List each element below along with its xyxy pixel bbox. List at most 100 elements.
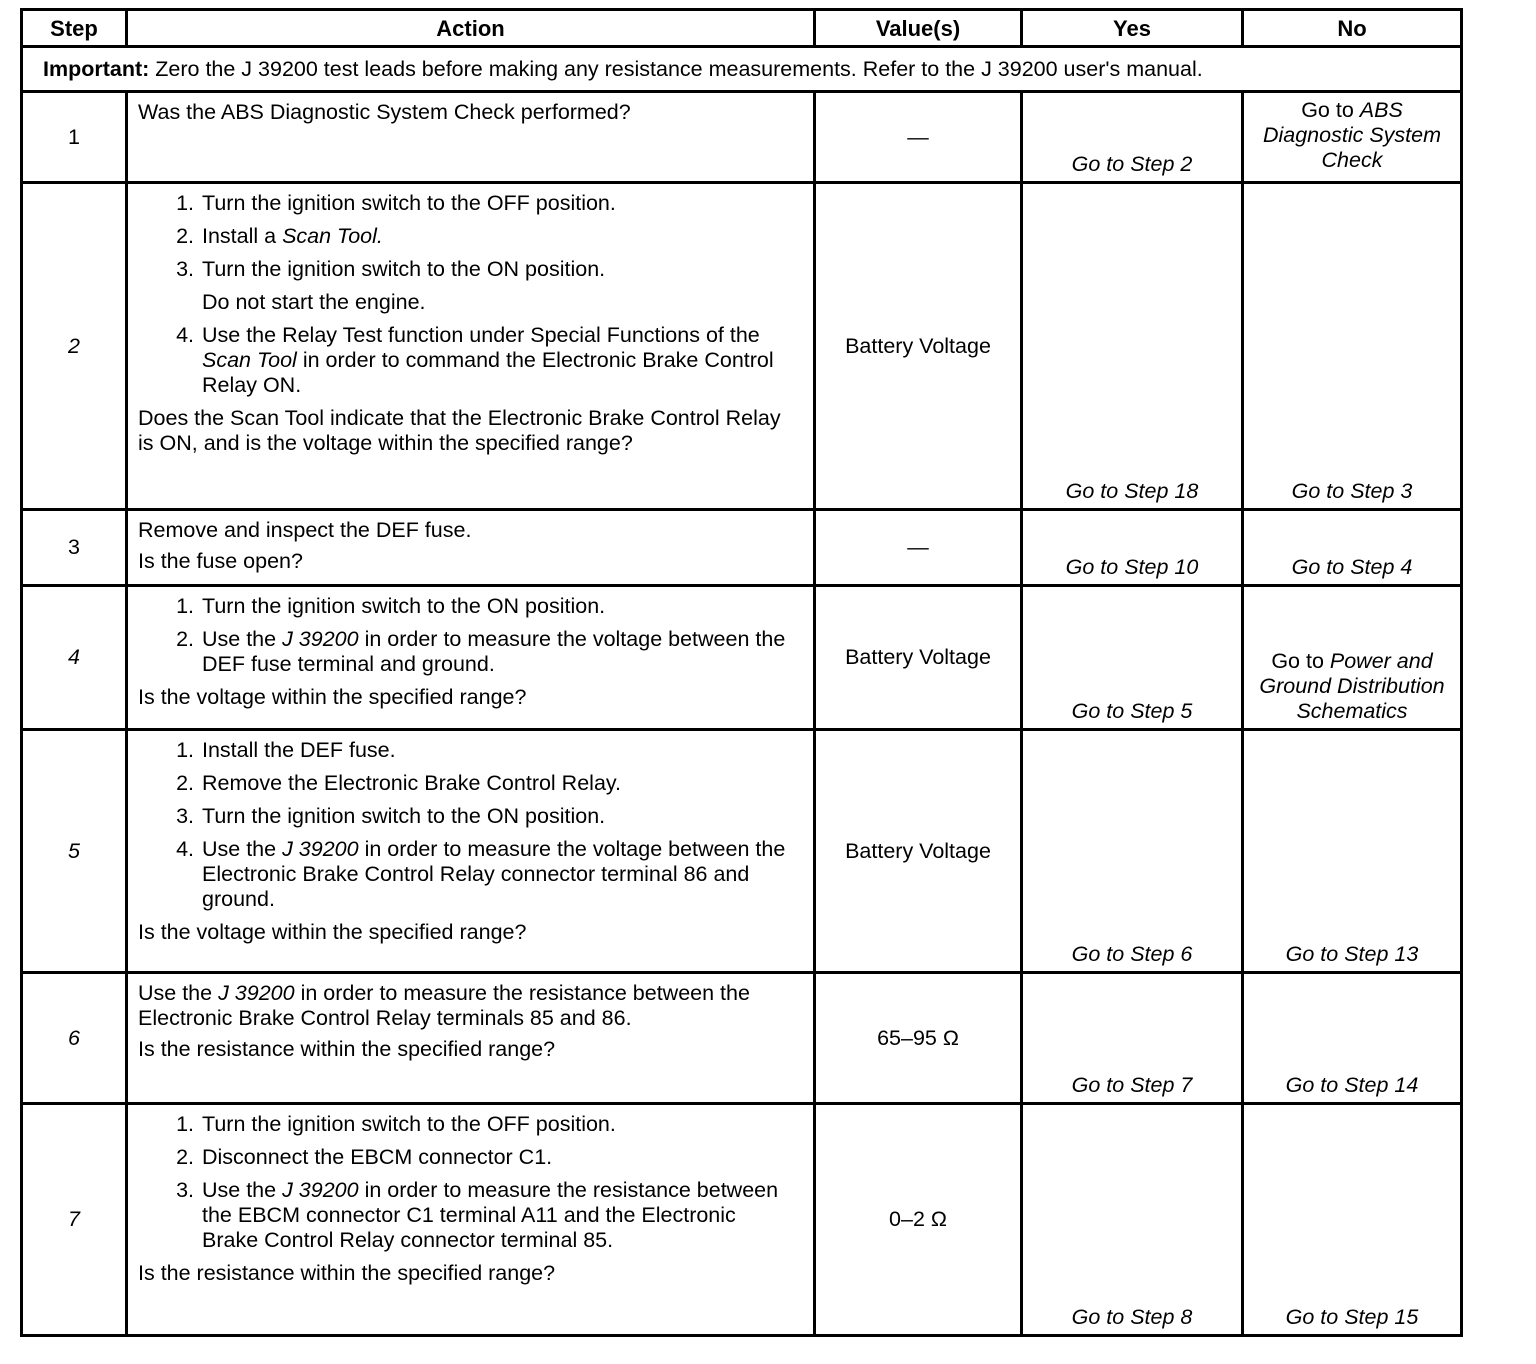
text-segment: in order to measure the voltage between … <box>202 627 786 676</box>
text-segment: Turn the ignition switch to the OFF posi… <box>202 191 616 215</box>
action-cell: 1. Install the DEF fuse. 2. Remove the Elec… <box>125 728 816 974</box>
step-number: 3. <box>176 1178 194 1202</box>
action-step: 1. Install the DEF fuse. <box>138 738 791 763</box>
action-question: Is the resistance within the specified r… <box>138 1037 791 1062</box>
action-step: 2. Disconnect the EBCM connector C1. <box>138 1145 791 1170</box>
action-cell: Use the J 39200 in order to measure the … <box>125 971 816 1105</box>
action-question: Remove and inspect the DEF fuse. <box>138 518 791 543</box>
action-question: Was the ABS Diagnostic System Check perf… <box>138 100 791 125</box>
table-row: 1 Was the ABS Diagnostic System Check per… <box>20 90 1463 184</box>
step-number: 2. <box>176 771 194 795</box>
text-segment: Go to Step 7 <box>1071 1073 1193 1097</box>
step-text: Use the J 39200 in order to measure the … <box>202 837 791 912</box>
value-cell: — <box>813 508 1023 587</box>
text-segment: J 39200 <box>282 837 359 861</box>
table-row: 5 1. Install the DEF fuse. 2. Remove the Ele… <box>20 728 1463 974</box>
text-segment: Install the DEF fuse. <box>202 738 396 762</box>
action-question: Is the resistance within the specified r… <box>138 1261 791 1286</box>
action-step: 2. Remove the Electronic Brake Control Re… <box>138 771 791 796</box>
text-segment: in order to command the Electronic Brake… <box>202 348 774 397</box>
important-text: Zero the J 39200 test leads before makin… <box>149 56 1203 81</box>
yes-cell: Go to Step 2 <box>1020 90 1244 184</box>
no-cell: Go to Step 13 <box>1241 728 1463 974</box>
table-row: 6 Use the J 39200 in order to measure the… <box>20 971 1463 1105</box>
action-step: 4. Use the Relay Test function under Spec… <box>138 323 791 398</box>
text-segment: Go to Step 18 <box>1065 479 1199 503</box>
action-cell: 1. Turn the ignition switch to the ON pos… <box>125 584 816 731</box>
table-row: 2 1. Turn the ignition switch to the OFF p… <box>20 181 1463 511</box>
important-row: Important: Zero the J 39200 test leads b… <box>20 45 1463 93</box>
step-number: 4. <box>176 323 194 347</box>
action-question: Is the voltage within the specified rang… <box>138 920 791 945</box>
step-number: 1. <box>176 191 194 215</box>
text-segment: J 39200 <box>282 627 359 651</box>
step-text: Use the J 39200 in order to measure the … <box>202 627 791 677</box>
header-action: Action <box>125 8 816 48</box>
header-yes: Yes <box>1020 8 1244 48</box>
step-number: 1. <box>176 738 194 762</box>
step-note: Do not start the engine. <box>202 290 791 315</box>
no-cell: Go to Power and Ground Distribution Sche… <box>1241 584 1463 731</box>
text-segment: ABS Diagnostic System Check <box>1262 97 1442 172</box>
step-cell: 3 <box>20 508 128 587</box>
value-cell: — <box>813 90 1023 184</box>
text-segment: Go to Step 13 <box>1285 942 1419 966</box>
action-step: 3. Turn the ignition switch to the ON pos… <box>138 804 791 829</box>
step-text: Turn the ignition switch to the ON posit… <box>202 594 791 619</box>
text-segment: Go to Step 14 <box>1285 1073 1419 1097</box>
step-number: 1. <box>176 594 194 618</box>
action-step: 1. Turn the ignition switch to the OFF po… <box>138 191 791 216</box>
text-segment: Use the Relay Test function under Specia… <box>202 323 760 347</box>
action-cell: 1. Turn the ignition switch to the OFF po… <box>125 1102 816 1337</box>
table-row: 4 1. Turn the ignition switch to the ON po… <box>20 584 1463 731</box>
text-segment: Is the voltage within the specified rang… <box>138 685 527 709</box>
text-segment: Was the ABS Diagnostic System Check perf… <box>138 100 631 124</box>
text-segment: Turn the ignition switch to the ON posit… <box>202 257 606 281</box>
step-number: 2. <box>176 627 194 651</box>
step-number: 4. <box>176 837 194 861</box>
yes-cell: Go to Step 10 <box>1020 508 1244 587</box>
step-number: 2. <box>176 1145 194 1169</box>
text-segment: Do not start the engine. <box>202 290 426 314</box>
table-row: 7 1. Turn the ignition switch to the OFF p… <box>20 1102 1463 1337</box>
no-cell: Go to Step 15 <box>1241 1102 1463 1337</box>
action-step: 2. Use the J 39200 in order to measure th… <box>138 627 791 677</box>
text-segment: Go to Step 4 <box>1291 555 1413 579</box>
table-row: 3 Remove and inspect the DEF fuse. Is the … <box>20 508 1463 587</box>
important-label: Important: <box>43 56 150 81</box>
text-segment: Go to <box>1271 649 1330 673</box>
yes-cell: Go to Step 5 <box>1020 584 1244 731</box>
action-question: Use the J 39200 in order to measure the … <box>138 981 791 1031</box>
action-step: 4. Use the J 39200 in order to measure th… <box>138 837 791 912</box>
text-segment: Use the <box>202 1178 283 1202</box>
text-segment: Go to Step 6 <box>1071 942 1193 966</box>
text-segment: Use the <box>202 627 283 651</box>
text-segment: Scan Tool. <box>282 224 383 248</box>
step-text: Use the J 39200 in order to measure the … <box>202 1178 791 1253</box>
text-segment: in order to measure the resistance betwe… <box>138 981 750 1030</box>
header-no: No <box>1241 8 1463 48</box>
text-segment: Go to Step 5 <box>1071 699 1193 723</box>
text-segment: Go to <box>1301 97 1360 122</box>
step-text: Remove the Electronic Brake Control Rela… <box>202 771 791 796</box>
text-segment: Scan Tool <box>202 348 297 372</box>
text-segment: Go to Step 2 <box>1071 152 1193 176</box>
text-segment: Remove the Electronic Brake Control Rela… <box>202 771 622 795</box>
text-segment: Turn the ignition switch to the OFF posi… <box>202 1112 616 1136</box>
step-cell: 5 <box>20 728 128 974</box>
step-number: 3. <box>176 804 194 828</box>
yes-cell: Go to Step 8 <box>1020 1102 1244 1337</box>
header-row: Step Action Value(s) Yes No <box>20 8 1463 48</box>
step-text: Turn the ignition switch to the ON posit… <box>202 804 791 829</box>
yes-cell: Go to Step 7 <box>1020 971 1244 1105</box>
text-segment: Turn the ignition switch to the ON posit… <box>202 594 606 618</box>
no-cell: Go to Step 3 <box>1241 181 1463 511</box>
step-text: Turn the ignition switch to the OFF posi… <box>202 191 791 216</box>
step-text: Turn the ignition switch to the ON posit… <box>202 257 791 282</box>
text-segment: Is the resistance within the specified r… <box>138 1261 556 1285</box>
value-cell: Battery Voltage <box>813 181 1023 511</box>
no-cell: Go to Step 14 <box>1241 971 1463 1105</box>
text-segment: Turn the ignition switch to the ON posit… <box>202 804 606 828</box>
header-step: Step <box>20 8 128 48</box>
step-text: Install the DEF fuse. <box>202 738 791 763</box>
